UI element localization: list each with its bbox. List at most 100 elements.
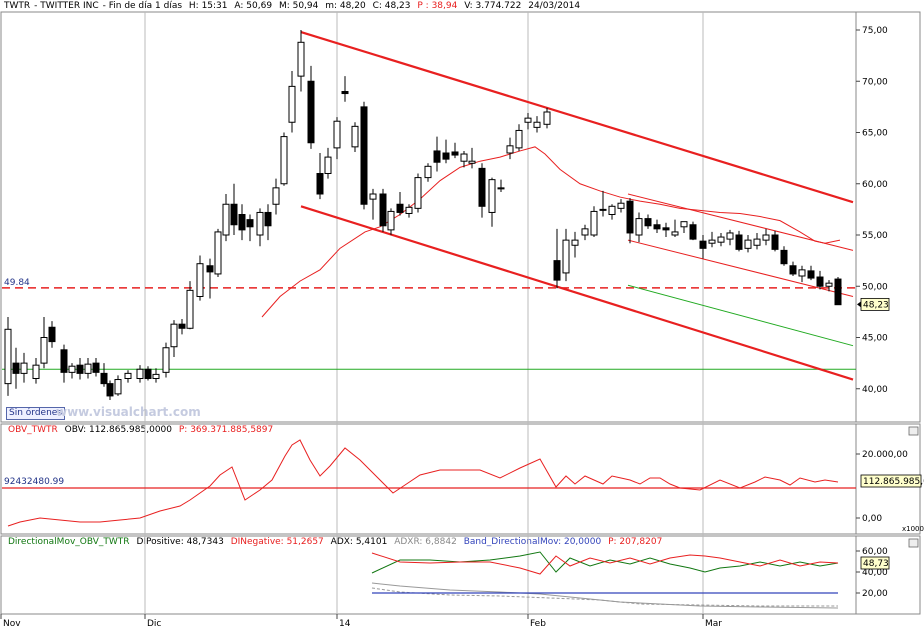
candle: [789, 261, 797, 276]
header-high: M: 50,94: [278, 1, 319, 11]
dm-plot: [371, 551, 839, 609]
candle-body-down: [379, 193, 387, 227]
candle-body-up: [162, 347, 170, 373]
candle: [162, 342, 170, 378]
candle-body-up: [608, 205, 616, 216]
candle: [533, 116, 541, 133]
price-panel-handle[interactable]: [908, 426, 919, 436]
candle: [617, 199, 625, 213]
candle: [590, 206, 598, 238]
candle-body-up: [468, 160, 476, 164]
candle: [100, 363, 108, 387]
candle-body-up: [170, 323, 178, 348]
dm-y-tick-label: 40,00: [862, 568, 888, 578]
candle: [351, 122, 359, 152]
price-y-tick-label: 55,00: [862, 231, 888, 241]
sin-ordenes-button[interactable]: Sin órdenes: [6, 407, 66, 420]
candle-body-down: [396, 203, 404, 213]
header-symbol: TWTR: [4, 1, 31, 11]
candle: [341, 76, 349, 102]
candle: [635, 212, 643, 243]
candle-body-up: [524, 117, 532, 123]
candle: [264, 204, 272, 241]
candle-body-up: [562, 239, 570, 274]
last-price-box: [860, 297, 890, 311]
candle-body-up: [20, 362, 28, 374]
candle-body-down: [144, 368, 152, 379]
candle: [405, 204, 413, 218]
candle: [671, 219, 679, 238]
candle: [599, 190, 607, 217]
candle: [106, 380, 114, 401]
candle-body-up: [351, 125, 359, 148]
obv-reference-label: 92432480.99: [4, 477, 64, 487]
candle-body-up: [533, 121, 541, 128]
candle-body-down: [12, 362, 20, 374]
date-label: Nov: [3, 619, 21, 629]
header-close: C: 48,23: [372, 1, 411, 11]
candle: [608, 204, 616, 220]
candle-body-down: [106, 383, 114, 397]
candle: [92, 358, 100, 377]
candle: [442, 139, 450, 164]
candle: [379, 188, 387, 232]
candle-body-down: [553, 260, 561, 281]
candle: [60, 344, 68, 383]
obv-panel-frame: [0, 423, 921, 535]
obv-panel-handle[interactable]: [908, 538, 919, 548]
candle-body-up: [272, 187, 280, 205]
candle-body-up: [617, 202, 625, 209]
candle: [170, 320, 178, 357]
candle-body-up: [744, 239, 752, 249]
obv-y-tick-label: 0,00: [862, 514, 882, 524]
candle-body-up: [152, 373, 160, 379]
candle: [280, 132, 288, 186]
candle-body-up: [798, 269, 806, 277]
candle-body-down: [433, 150, 441, 163]
candle-body-up: [753, 238, 761, 246]
candle: [488, 177, 496, 227]
dm-series-dinegative: [371, 552, 839, 575]
candle-body-down: [816, 276, 824, 287]
candle-body-down: [780, 249, 788, 265]
price-y-tick-label: 45,00: [862, 334, 888, 344]
candle: [689, 221, 697, 241]
dm-header-p: P: 207,8207: [608, 537, 663, 547]
candle-body-up: [297, 41, 305, 77]
candle: [152, 368, 160, 383]
candle-body-down: [442, 152, 450, 160]
candle: [825, 280, 833, 292]
candle: [316, 153, 324, 200]
candle: [324, 147, 332, 179]
moving-average-line: [261, 146, 841, 318]
candle: [816, 270, 824, 290]
candle: [297, 30, 305, 92]
header-low: m: 48,20: [325, 1, 366, 11]
dm-y-tick-label: 20,00: [862, 589, 888, 599]
candle-body-up: [288, 85, 296, 123]
last-price-label: 48,23: [863, 300, 889, 310]
candle: [124, 370, 132, 383]
dm-series-dipositive: [371, 551, 839, 574]
candle: [307, 65, 315, 149]
candle-body-up: [726, 232, 734, 240]
candle: [726, 229, 734, 246]
candle-body-up: [324, 156, 332, 175]
candle: [644, 214, 652, 229]
candle-body-up: [84, 363, 92, 374]
candle-body-up: [762, 234, 770, 241]
price-y-tick-label: 65,00: [862, 129, 888, 139]
candle-body-down: [100, 372, 108, 385]
candle: [238, 204, 246, 241]
candle: [333, 117, 341, 160]
candle: [396, 191, 404, 216]
candle: [214, 228, 222, 278]
candle-body-down: [230, 203, 238, 226]
obv-plot: 92432480.99: [2, 439, 856, 527]
candle-body-up: [280, 136, 288, 185]
obv-line: [7, 439, 839, 527]
candle: [662, 222, 670, 238]
candle: [144, 366, 152, 381]
candle-body-up: [387, 210, 395, 231]
